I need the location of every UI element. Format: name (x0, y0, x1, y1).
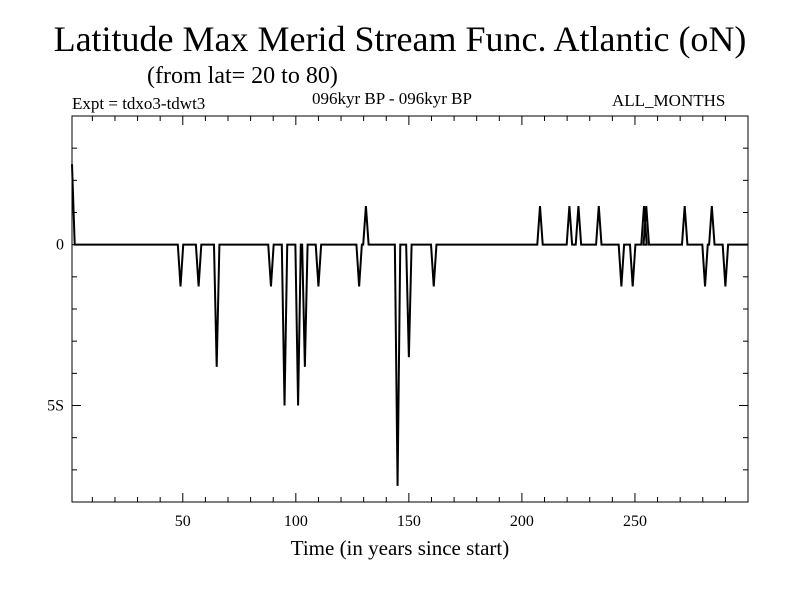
chart-title: Latitude Max Merid Stream Func. Atlantic… (53, 19, 747, 59)
x-tick-label: 50 (175, 513, 191, 530)
tick-labels: 50 100 150 200 250 0 5S (47, 237, 647, 530)
experiment-label: Expt = tdxo3-tdwt3 (72, 94, 206, 113)
chart-subtitle: (from lat= 20 to 80) (147, 63, 338, 89)
y-tick-label: 5S (47, 398, 64, 415)
x-tick-label: 100 (284, 513, 308, 530)
months-label: ALL_MONTHS (612, 91, 726, 110)
x-tick-label: 150 (397, 513, 421, 530)
x-tick-label: 250 (623, 513, 647, 530)
x-axis-label: Time (in years since start) (290, 536, 510, 560)
x-tick-label: 200 (510, 513, 534, 530)
period-label: 096kyr BP - 096kyr BP (312, 89, 472, 108)
plot-frame (71, 115, 749, 503)
y-tick-label: 0 (56, 237, 64, 254)
series-line (71, 164, 748, 486)
